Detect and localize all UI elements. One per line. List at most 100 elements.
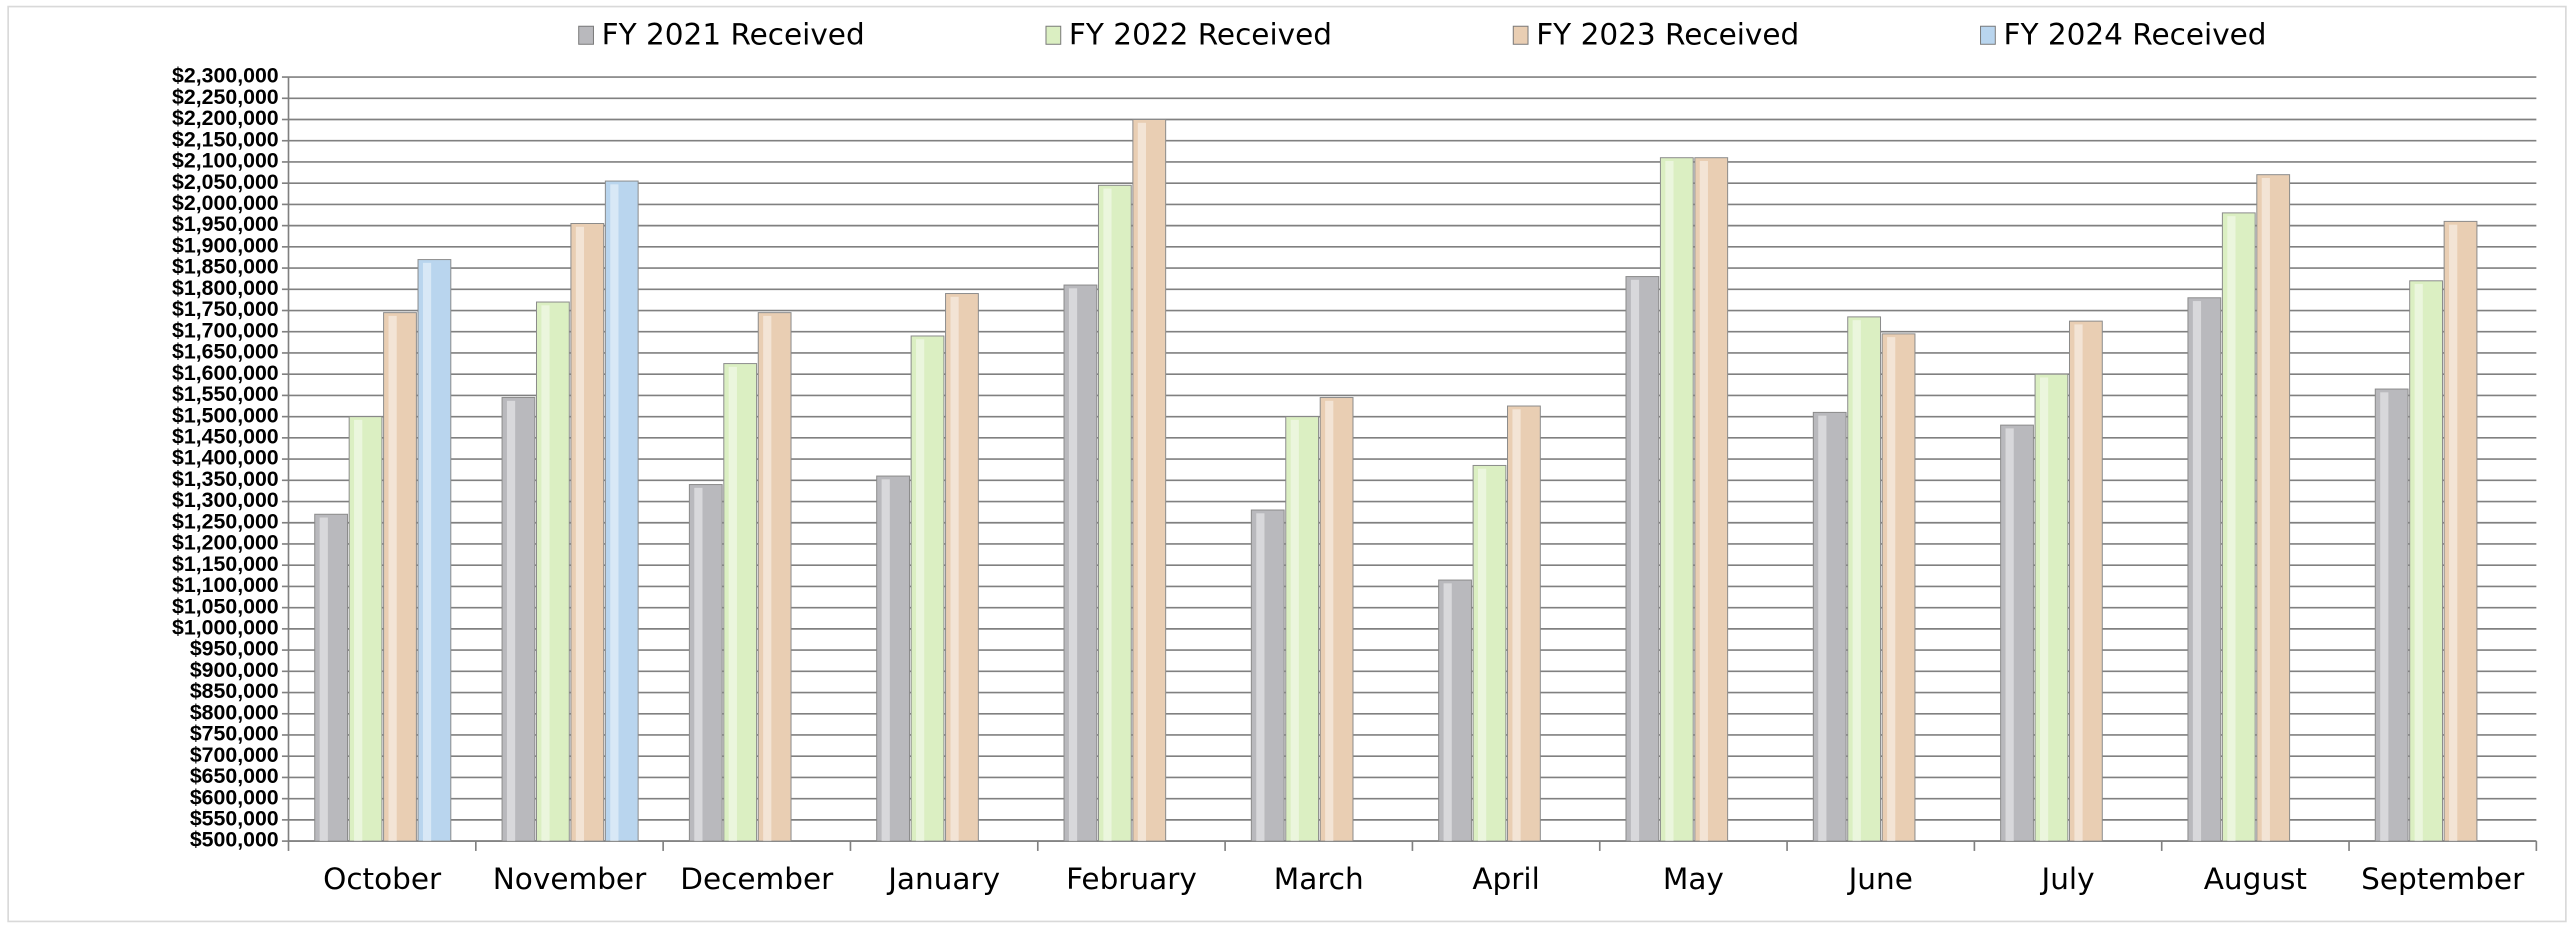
bar	[535, 301, 570, 842]
y-tick-label: $1,000,000	[172, 615, 279, 639]
bar-highlight	[1852, 320, 1861, 842]
bar	[1319, 397, 1354, 842]
bar	[1472, 464, 1507, 842]
bar-highlight	[2039, 377, 2049, 842]
y-tick-label: $1,350,000	[172, 467, 279, 491]
bar	[1694, 157, 1729, 842]
bar-highlight	[1256, 513, 1265, 842]
bar	[2068, 320, 2103, 842]
bar-highlight	[763, 315, 772, 842]
x-tick-label: December	[680, 862, 834, 896]
bar	[2221, 212, 2256, 842]
y-tick-label: $550,000	[190, 807, 279, 831]
bar-highlight	[2449, 224, 2458, 842]
bar-highlight	[1512, 409, 1521, 842]
legend-swatch	[1512, 25, 1529, 45]
bar-highlight	[1325, 400, 1334, 842]
bar-highlight	[1630, 279, 1640, 842]
y-tick-label: $750,000	[190, 722, 279, 746]
x-tick-label: August	[2204, 862, 2307, 896]
y-tick-label: $1,650,000	[172, 340, 279, 364]
y-tick-label: $1,750,000	[172, 297, 279, 321]
y-tick-label: $2,200,000	[172, 106, 279, 130]
y-tick-label: $1,150,000	[172, 552, 279, 576]
bar-highlight	[2414, 284, 2423, 842]
y-tick-label: $900,000	[190, 658, 279, 682]
y-tick-label: $1,200,000	[172, 531, 279, 555]
y-tick-label: $2,250,000	[172, 85, 279, 109]
y-tick-label: $1,100,000	[172, 573, 279, 597]
x-tick-label: May	[1663, 862, 1724, 896]
bar	[1625, 276, 1660, 842]
y-tick-label: $1,950,000	[172, 212, 279, 236]
y-tick-label: $1,450,000	[172, 424, 279, 448]
bar	[945, 293, 979, 842]
y-tick-label: $1,700,000	[172, 318, 279, 342]
y-tick-label: $1,550,000	[172, 382, 279, 406]
x-tick-label: April	[1472, 862, 1539, 896]
bar	[1063, 284, 1098, 842]
bar-highlight	[541, 305, 550, 842]
legend-label: FY 2023 Received	[1536, 18, 1799, 52]
y-tick-label: $800,000	[190, 700, 279, 724]
bar-highlight	[1068, 288, 1078, 842]
y-tick-label: $500,000	[190, 828, 279, 852]
bar-highlight	[1443, 583, 1452, 842]
bar-highlight	[1478, 468, 1487, 842]
bar	[723, 363, 758, 842]
x-tick-label: June	[1847, 862, 1913, 896]
bar	[1881, 333, 1916, 842]
bar-highlight	[388, 315, 397, 842]
y-tick-label: $2,000,000	[172, 191, 279, 215]
bar-highlight	[916, 339, 925, 842]
x-tick-label: October	[323, 862, 442, 896]
bar-highlight	[2227, 216, 2236, 842]
bar-highlight	[610, 184, 619, 842]
bar-highlight	[1818, 415, 1827, 842]
legend-swatch	[578, 25, 594, 45]
y-tick-label: $650,000	[190, 764, 279, 788]
bar	[2000, 424, 2034, 842]
bar	[1132, 119, 1167, 842]
bar	[604, 180, 639, 842]
bar-highlight	[2192, 301, 2202, 842]
legend-label: FY 2021 Received	[602, 18, 865, 52]
y-tick-label: $1,850,000	[172, 255, 279, 279]
bar-highlight	[1887, 337, 1896, 842]
bar-highlight	[728, 366, 737, 842]
bar	[2374, 388, 2409, 842]
y-tick-label: $600,000	[190, 785, 279, 809]
bar-highlight	[422, 262, 432, 842]
bar-highlight	[319, 517, 328, 842]
y-tick-label: $2,300,000	[172, 64, 279, 88]
bar-highlight	[2005, 428, 2014, 842]
legend-label: FY 2022 Received	[1069, 18, 1332, 52]
legend-label: FY 2024 Received	[2003, 18, 2266, 52]
x-tick-label: November	[493, 862, 647, 896]
y-tick-label: $1,600,000	[172, 361, 279, 385]
bar	[1659, 157, 1694, 842]
bar-highlight	[1665, 160, 1674, 842]
x-tick-label: January	[886, 862, 1000, 896]
bar-highlight	[1137, 122, 1146, 842]
bar-highlight	[2261, 177, 2270, 842]
x-tick-label: September	[2361, 862, 2525, 896]
bar-highlight	[950, 296, 959, 842]
bar	[910, 335, 945, 842]
bar-highlight	[1290, 419, 1299, 842]
bar	[1507, 405, 1541, 842]
bar-highlight	[506, 400, 516, 842]
bar	[501, 397, 536, 842]
y-tick-label: $1,500,000	[172, 403, 279, 427]
y-tick-label: $1,050,000	[172, 594, 279, 618]
bar	[1097, 184, 1132, 842]
bar	[1812, 411, 1847, 842]
y-tick-label: $1,800,000	[172, 276, 279, 300]
bar	[2187, 297, 2222, 842]
bar-highlight	[354, 419, 363, 842]
y-tick-label: $2,100,000	[172, 149, 279, 173]
y-tick-label: $1,250,000	[172, 509, 279, 533]
y-tick-label: $2,050,000	[172, 170, 279, 194]
